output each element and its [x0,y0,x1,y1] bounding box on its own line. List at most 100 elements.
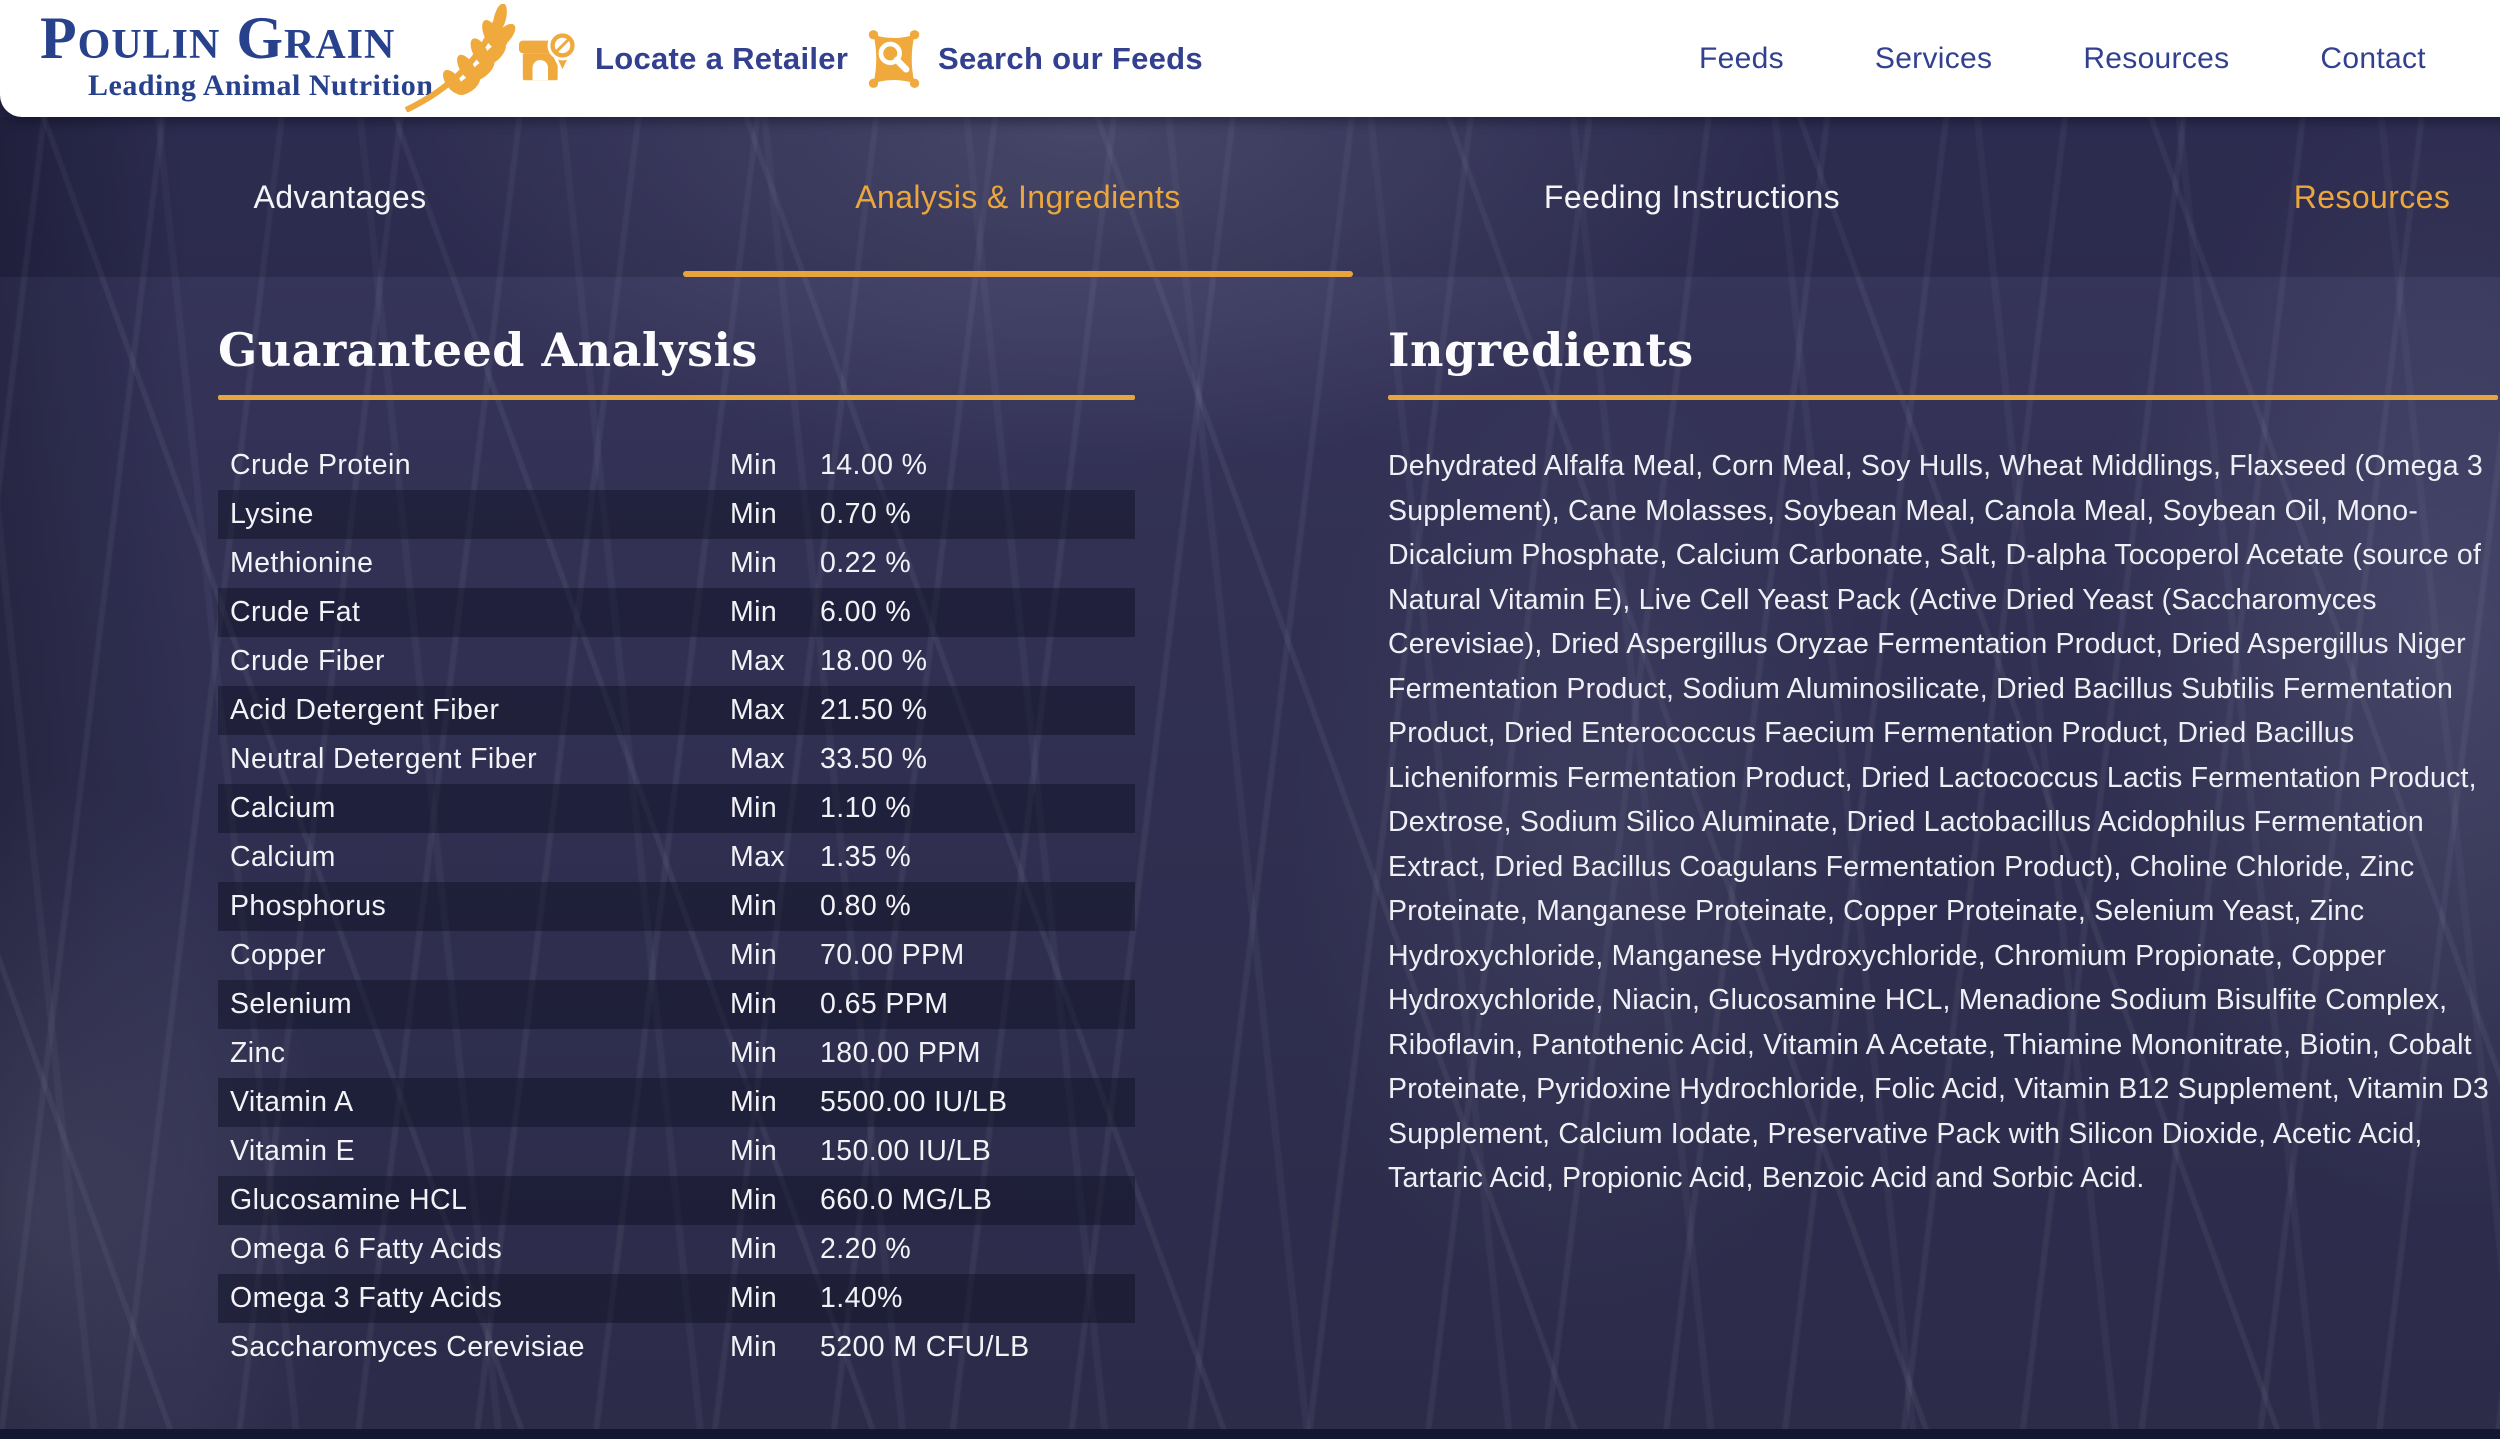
analysis-basis: Min [730,890,778,922]
analysis-basis: Min [730,498,778,530]
analysis-nutrient: Methionine [230,547,374,579]
quicklink-search-feeds[interactable]: Search our Feeds [866,0,1203,117]
header-nav: Feeds Services Resources Contact [1699,0,2426,117]
registered-mark: ® [492,28,509,53]
analysis-basis: Min [730,939,778,971]
analysis-nutrient: Omega 6 Fatty Acids [230,1233,503,1265]
analysis-basis: Min [730,1135,778,1167]
tab-analysis-ingredients[interactable]: Analysis & Ingredients [683,117,1353,277]
brand-logo[interactable]: Poulin Grain Leading Animal Nutrition ® [40,4,520,112]
analysis-basis: Max [730,841,786,873]
analysis-nutrient: Zinc [230,1037,286,1069]
analysis-value: 5200 M CFU/LB [820,1331,1030,1363]
analysis-nutrient: Crude Fat [230,596,361,628]
analysis-row: Phosphorus Min 0.80 % [218,882,1135,931]
analysis-nutrient: Vitamin E [230,1135,356,1167]
analysis-row: Neutral Detergent Fiber Max 33.50 % [218,735,1135,784]
analysis-nutrient: Vitamin A [230,1086,354,1118]
analysis-table: Crude Protein Min 14.00 % Lysine Min 0.70 % Me… [218,441,1135,1372]
analysis-nutrient: Calcium [230,841,336,873]
analysis-value: 5500.00 IU/LB [820,1086,1008,1118]
analysis-basis: Min [730,1037,778,1069]
analysis-value: 0.70 % [820,498,912,530]
ingredients-heading: Ingredients [1388,323,1694,377]
nav-feeds[interactable]: Feeds [1699,41,1784,75]
analysis-nutrient: Saccharomyces Cerevisiae [230,1331,585,1363]
analysis-basis: Min [730,1331,778,1363]
analysis-value: 0.65 PPM [820,988,949,1020]
analysis-nutrient: Neutral Detergent Fiber [230,743,538,775]
guaranteed-analysis-section: Guaranteed Analysis Crude Protein Min 14.0… [218,277,1135,1372]
analysis-value: 1.35 % [820,841,912,873]
brand-tagline: Leading Animal Nutrition [88,69,434,102]
analysis-basis: Min [730,596,778,628]
analysis-nutrient: Selenium [230,988,353,1020]
analysis-row: Calcium Min 1.10 % [218,784,1135,833]
analysis-nutrient: Phosphorus [230,890,387,922]
nav-resources[interactable]: Resources [2083,41,2230,75]
ingredients-heading-rule [1388,395,2498,400]
analysis-value: 150.00 IU/LB [820,1135,992,1167]
locate-retailer-label: Locate a Retailer [595,40,849,76]
tab-advantages[interactable]: Advantages [253,178,427,215]
analysis-basis: Min [730,1233,778,1265]
site-header: Poulin Grain Leading Animal Nutrition ® [0,0,2500,117]
analysis-value: 0.80 % [820,890,912,922]
analysis-nutrient: Crude Fiber [230,645,385,677]
analysis-row: Acid Detergent Fiber Max 21.50 % [218,686,1135,735]
analysis-row: Vitamin A Min 5500.00 IU/LB [218,1078,1135,1127]
wheat-icon [404,4,516,112]
analysis-value: 70.00 PPM [820,939,965,971]
ingredients-section: Ingredients Dehydrated Alfalfa Meal, Cor… [1388,277,2498,1229]
footer-strip [0,1429,2500,1439]
analysis-row: Copper Min 70.00 PPM [218,931,1135,980]
analysis-row: Selenium Min 0.65 PPM [218,980,1135,1029]
product-tab-bar: Advantages Analysis & Ingredients Feeding … [0,117,2500,277]
analysis-basis: Min [730,1086,778,1118]
content-background-tint [0,277,2500,1429]
analysis-value: 6.00 % [820,596,912,628]
analysis-row: Methionine Min 0.22 % [218,539,1135,588]
analysis-row: Crude Protein Min 14.00 % [218,441,1135,490]
analysis-nutrient: Glucosamine HCL [230,1184,468,1216]
analysis-value: 0.22 % [820,547,912,579]
analysis-value: 2.20 % [820,1233,912,1265]
search-feeds-label: Search our Feeds [938,40,1203,76]
analysis-row: Calcium Max 1.35 % [218,833,1135,882]
analysis-basis: Min [730,988,778,1020]
analysis-basis: Max [730,743,786,775]
analysis-basis: Min [730,792,778,824]
analysis-value: 1.10 % [820,792,912,824]
analysis-nutrient: Crude Protein [230,449,412,481]
brand-wordmark: Poulin Grain [40,5,396,71]
analysis-value: 14.00 % [820,449,928,481]
analysis-value: 180.00 PPM [820,1037,981,1069]
quicklink-locate-retailer[interactable]: Locate a Retailer [517,0,848,117]
analysis-nutrient: Acid Detergent Fiber [230,694,500,726]
analysis-row: Vitamin E Min 150.00 IU/LB [218,1127,1135,1176]
store-pin-icon [518,29,578,80]
analysis-nutrient: Omega 3 Fatty Acids [230,1282,503,1314]
analysis-heading: Guaranteed Analysis [218,323,758,377]
analysis-value: 1.40% [820,1282,903,1314]
nav-services[interactable]: Services [1874,41,1993,75]
analysis-row: Zinc Min 180.00 PPM [218,1029,1135,1078]
analysis-nutrient: Lysine [230,498,314,530]
analysis-nutrient: Calcium [230,792,336,824]
nav-contact[interactable]: Contact [2320,41,2426,75]
tab-feeding-instructions[interactable]: Feeding Instructions [1543,178,1841,215]
analysis-row: Crude Fat Min 6.00 % [218,588,1135,637]
tab-resources[interactable]: Resources [2293,178,2451,215]
analysis-row: Saccharomyces Cerevisiae Min 5200 M CFU/LB [218,1323,1135,1372]
analysis-row: Lysine Min 0.70 % [218,490,1135,539]
analysis-basis: Max [730,645,786,677]
analysis-value: 18.00 % [820,645,928,677]
analysis-basis: Min [730,449,778,481]
ingredients-text: Dehydrated Alfalfa Meal, Corn Meal, Soy … [1388,450,2489,1194]
analysis-nutrient: Copper [230,939,326,971]
analysis-basis: Min [730,1282,778,1314]
analysis-basis: Min [730,547,778,579]
feed-bag-search-icon [868,29,920,88]
analysis-row: Omega 6 Fatty Acids Min 2.20 % [218,1225,1135,1274]
